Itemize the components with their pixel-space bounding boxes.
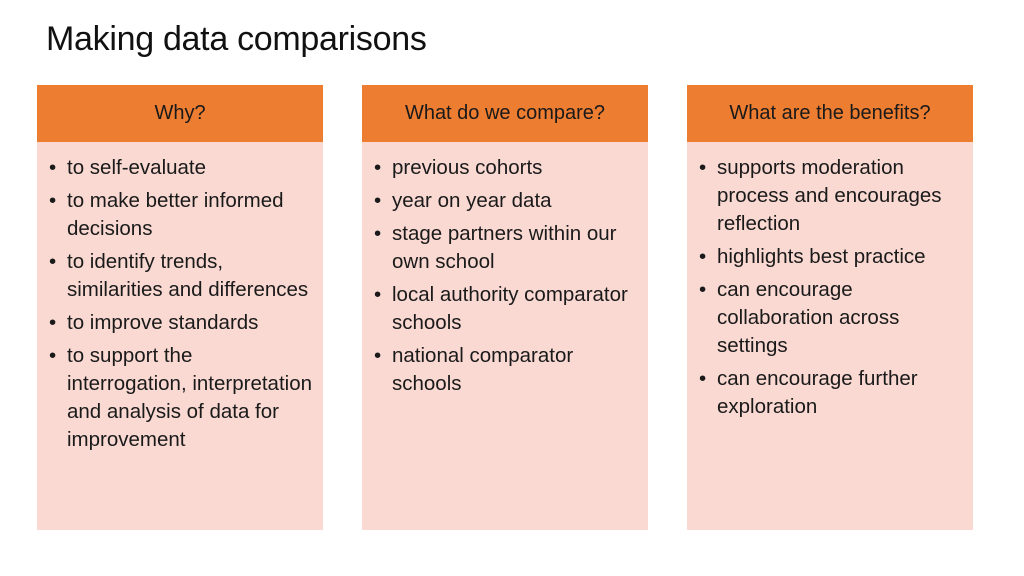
column-what-compare: What do we compare? previous cohorts yea… bbox=[362, 85, 648, 530]
list-item: to identify trends, similarities and dif… bbox=[47, 248, 313, 304]
list-item: supports moderation process and encourag… bbox=[697, 154, 963, 238]
list-item: to self-evaluate bbox=[47, 154, 313, 182]
column-benefits: What are the benefits? supports moderati… bbox=[687, 85, 973, 530]
list-item: local authority comparator schools bbox=[372, 281, 638, 337]
column-header: Why? bbox=[37, 85, 323, 142]
column-why: Why? to self-evaluate to make better inf… bbox=[37, 85, 323, 530]
list-item: highlights best practice bbox=[697, 243, 963, 271]
list-item: can encourage further exploration bbox=[697, 365, 963, 421]
list-item: national comparator schools bbox=[372, 342, 638, 398]
list-item: to support the interrogation, interpreta… bbox=[47, 342, 313, 454]
bullet-list: supports moderation process and encourag… bbox=[687, 142, 973, 421]
page-title: Making data comparisons bbox=[46, 20, 427, 58]
list-item: stage partners within our own school bbox=[372, 220, 638, 276]
list-item: year on year data bbox=[372, 187, 638, 215]
list-item: can encourage collaboration across setti… bbox=[697, 276, 963, 360]
list-item: to improve standards bbox=[47, 309, 313, 337]
list-item: to make better informed decisions bbox=[47, 187, 313, 243]
bullet-list: to self-evaluate to make better informed… bbox=[37, 142, 323, 454]
column-header: What are the benefits? bbox=[687, 85, 973, 142]
list-item: previous cohorts bbox=[372, 154, 638, 182]
bullet-list: previous cohorts year on year data stage… bbox=[362, 142, 648, 398]
column-header: What do we compare? bbox=[362, 85, 648, 142]
